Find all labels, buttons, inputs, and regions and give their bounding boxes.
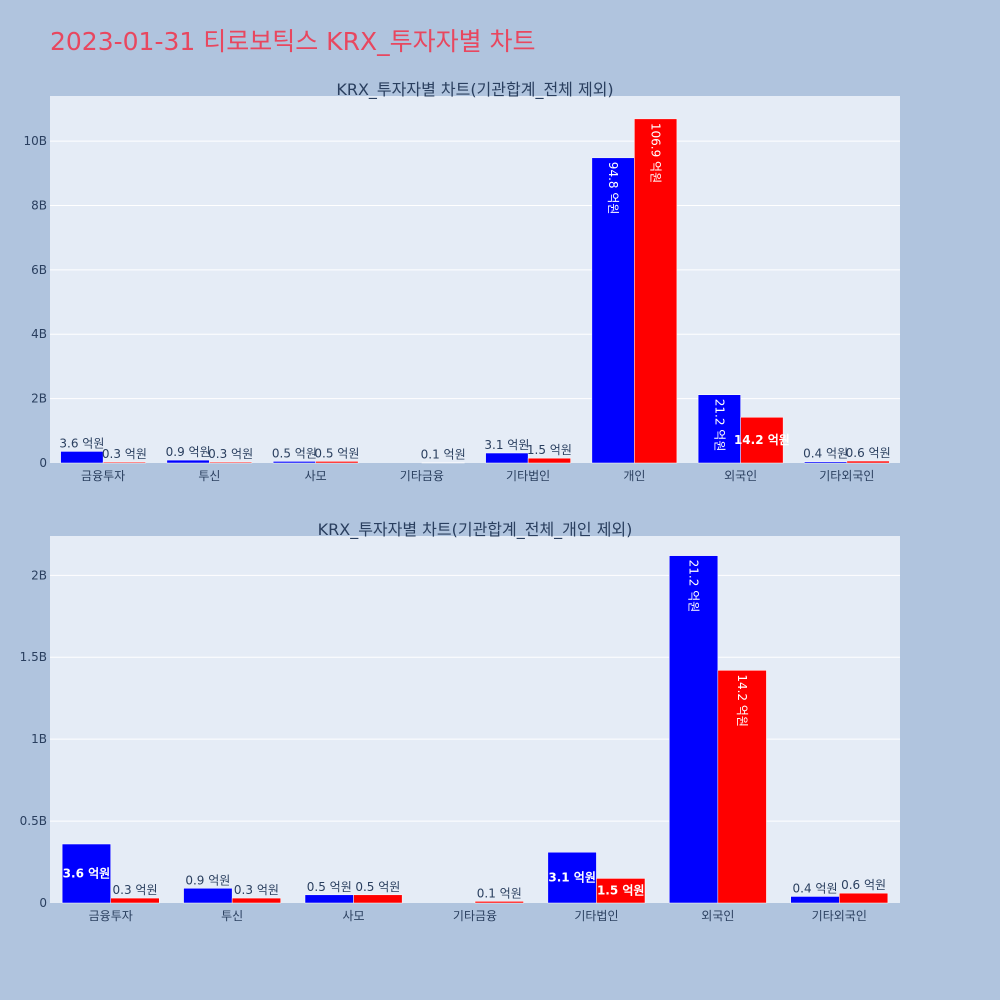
bar <box>804 461 848 464</box>
x-tick-label: 개인 <box>623 469 645 483</box>
bar <box>697 394 741 464</box>
data-label: 14.2 억원 <box>735 674 749 727</box>
x-tick-label: 외국인 <box>701 909 734 923</box>
bar <box>272 461 316 464</box>
data-label: 0.5 억원 <box>314 446 359 460</box>
bar <box>527 457 571 464</box>
bar <box>353 894 403 904</box>
bar <box>315 461 359 464</box>
data-label: 0.5 억원 <box>307 880 352 894</box>
x-tick-label: 기타법인 <box>574 909 618 923</box>
data-label: 3.6 억원 <box>63 867 111 881</box>
plot-area <box>50 536 900 903</box>
bar <box>485 452 529 464</box>
data-label: 0.4 억원 <box>803 447 848 461</box>
data-label: 21.2 억원 <box>712 399 726 452</box>
bar <box>209 461 253 464</box>
data-label: 0.9 억원 <box>185 873 230 887</box>
x-tick-label: 사모 <box>343 909 365 923</box>
y-tick-label: 0.5B <box>20 814 47 828</box>
data-label: 3.1 억원 <box>548 871 596 885</box>
y-tick-label: 2B <box>31 392 47 406</box>
x-tick-label: 투신 <box>198 469 220 483</box>
x-tick-label: 금융투자 <box>81 469 125 483</box>
data-label: 94.8 억원 <box>606 162 620 215</box>
bar <box>547 851 597 904</box>
bar <box>846 460 890 464</box>
chart-title: KRX_투자자별 차트(기관합계_전체 제외) <box>336 80 613 100</box>
y-tick-label: 2B <box>31 568 47 582</box>
data-label: 0.9 억원 <box>166 445 211 459</box>
data-label: 0.5 억원 <box>355 880 400 894</box>
x-tick-label: 사모 <box>305 469 327 483</box>
y-tick-label: 10B <box>23 134 47 148</box>
x-tick-label: 기타외국인 <box>819 469 874 483</box>
bar <box>60 451 104 464</box>
data-label: 0.3 억원 <box>113 883 158 897</box>
data-label: 0.3 억원 <box>102 447 147 461</box>
y-tick-label: 0 <box>39 896 47 910</box>
data-label: 21.2 억원 <box>687 560 701 613</box>
y-tick-label: 4B <box>31 327 47 341</box>
x-tick-label: 기타금융 <box>400 469 444 483</box>
data-label: 0.3 억원 <box>234 883 279 897</box>
data-label: 0.3 억원 <box>208 447 253 461</box>
x-tick-label: 기타법인 <box>506 469 550 483</box>
bar <box>166 459 210 464</box>
bar <box>669 555 719 904</box>
data-label: 1.5 억원 <box>597 884 645 898</box>
page-title: 2023-01-31 티로보틱스 KRX_투자자별 차트 <box>50 27 536 56</box>
chart-excluding-individuals: 0 0.5B 1B 1.5B 2B KRX_투자자별 차트(기관합계_전체_개인 제외) 금… <box>20 520 900 923</box>
bar <box>102 461 146 464</box>
bar <box>596 878 646 904</box>
bar <box>304 894 354 904</box>
bar <box>591 157 635 464</box>
data-label: 0.5 억원 <box>272 446 317 460</box>
data-label: 0.6 억원 <box>846 446 891 460</box>
data-label: 3.1 억원 <box>484 438 529 452</box>
x-tick-label: 투신 <box>221 909 243 923</box>
bar <box>717 670 767 904</box>
data-label: 14.2 억원 <box>734 433 790 447</box>
x-tick-label: 기타외국인 <box>812 909 867 923</box>
y-tick-label: 0 <box>39 456 47 470</box>
bar <box>474 901 524 904</box>
bar <box>183 888 233 904</box>
y-tick-label: 8B <box>31 198 47 212</box>
chart-all-investors: 0 2B 4B 6B 8B 10B KRX_투자자별 차트(기관합계_전체 제외) 금융투자 3… <box>23 80 900 483</box>
bar <box>231 897 281 904</box>
x-tick-label: 금융투자 <box>89 909 133 923</box>
y-tick-label: 1.5B <box>20 650 47 664</box>
bar <box>634 118 678 464</box>
plot-area <box>50 96 900 463</box>
data-label: 0.1 억원 <box>421 448 466 462</box>
bar <box>839 892 889 904</box>
y-tick-label: 1B <box>31 732 47 746</box>
data-label: 0.4 억원 <box>793 881 838 895</box>
chart-title: KRX_투자자별 차트(기관합계_전체_개인 제외) <box>318 520 633 540</box>
bar <box>740 417 784 464</box>
data-label: 0.1 억원 <box>477 886 522 900</box>
data-label: 3.6 억원 <box>59 436 104 450</box>
bar <box>110 897 160 904</box>
x-tick-label: 외국인 <box>724 469 757 483</box>
y-tick-label: 6B <box>31 263 47 277</box>
x-tick-label: 기타금융 <box>453 909 497 923</box>
bar <box>790 896 840 904</box>
data-label: 0.6 억원 <box>841 878 886 892</box>
data-label: 106.9 억원 <box>649 123 663 183</box>
data-label: 1.5 억원 <box>527 443 572 457</box>
bar <box>61 843 111 904</box>
